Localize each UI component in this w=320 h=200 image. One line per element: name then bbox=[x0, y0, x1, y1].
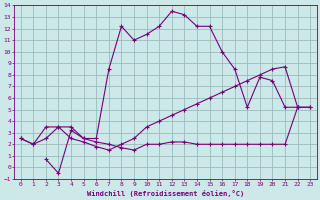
X-axis label: Windchill (Refroidissement éolien,°C): Windchill (Refroidissement éolien,°C) bbox=[87, 190, 244, 197]
